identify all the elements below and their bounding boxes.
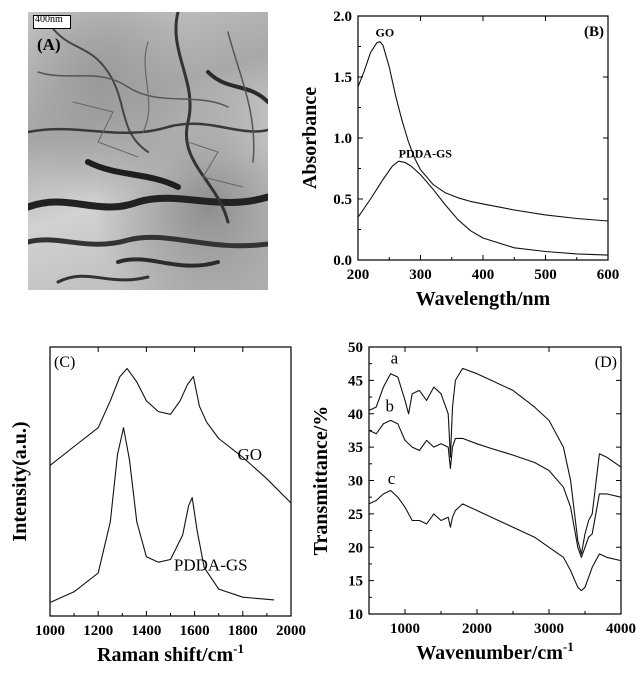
series-line-c [368, 489, 622, 592]
plot-frame [49, 346, 292, 617]
curve-label: GO [238, 445, 263, 464]
y-tick-label: 45 [348, 373, 363, 389]
chart-panel-d: 1000 2000 3000 4000 10 15 20 25 30 35 40 45 50 a b c (D)… [310, 340, 636, 664]
series-line-pdda-gs [49, 427, 275, 604]
y-tick-label: 1.0 [333, 131, 352, 147]
y-tick-label: 2.0 [333, 9, 352, 25]
y-tick-label: 30 [348, 474, 363, 490]
curve-label: b [386, 397, 395, 416]
x-tick-label: 600 [597, 267, 620, 283]
plot-frame [357, 15, 609, 261]
plot-frame [368, 346, 622, 615]
y-tick-label: 40 [348, 407, 363, 423]
x-tick-label: 1200 [83, 623, 113, 639]
y-tick-label: 10 [348, 607, 363, 623]
panel-a-label: (A) [37, 35, 61, 54]
curve-label: PDDA-GS [399, 147, 453, 161]
panel-label: (D) [595, 354, 617, 371]
x-tick-label: 2000 [462, 621, 492, 637]
x-tick-label: 1000 [390, 621, 420, 637]
curve-label: a [391, 349, 399, 368]
x-axis-label: Raman shift/cm-1 [97, 641, 244, 666]
curve-label: GO [376, 26, 395, 40]
panel-label: (C) [54, 354, 75, 371]
scale-bar [33, 15, 71, 29]
x-tick-label: 3000 [534, 621, 564, 637]
series-line-go [357, 41, 609, 222]
chart-panel-c: 1000 1200 1400 1600 1800 2000 GO PDDA-GS (C) Rama… [9, 346, 306, 666]
x-tick-label: 1800 [228, 623, 258, 639]
series-line-b [368, 419, 622, 558]
x-tick-label: 300 [409, 267, 432, 283]
chart-panel-b: 200 300 400 500 600 0.0 0.5 1.0 1.5 2.0 GO PDDA-GS (… [299, 9, 619, 310]
x-tick-label: 4000 [606, 621, 636, 637]
curve-label: c [388, 469, 396, 488]
series-line-go [49, 367, 292, 504]
y-axis-label: Absorbance [299, 87, 321, 189]
x-tick-label: 1000 [35, 623, 65, 639]
panel-label: (B) [584, 24, 604, 40]
y-tick-label: 35 [348, 440, 363, 456]
x-tick-label: 400 [472, 267, 495, 283]
y-tick-label: 15 [348, 574, 363, 590]
y-tick-label: 50 [348, 340, 363, 356]
x-axis-label: Wavelength/nm [416, 288, 551, 310]
x-tick-label: 1600 [180, 623, 210, 639]
y-tick-label: 25 [348, 507, 363, 523]
x-tick-label: 200 [347, 267, 370, 283]
y-tick-label: 20 [348, 540, 363, 556]
y-axis-label: Intensity(a.u.) [9, 421, 31, 541]
series-line-pdda-gs [357, 160, 609, 256]
y-tick-label: 0.5 [333, 192, 352, 208]
x-tick-label: 1400 [131, 623, 161, 639]
y-axis-label: Transmittance/% [310, 406, 332, 556]
tem-micrograph [28, 12, 268, 290]
y-tick-label: 1.5 [333, 70, 352, 86]
curve-label: PDDA-GS [174, 555, 248, 574]
series-line-a [368, 367, 622, 555]
scale-bar-label: 400nm [35, 14, 63, 25]
x-tick-label: 500 [534, 267, 557, 283]
x-tick-label: 2000 [276, 623, 306, 639]
x-axis-label: Wavenumber/cm-1 [416, 639, 574, 664]
y-tick-label: 0.0 [333, 253, 352, 269]
